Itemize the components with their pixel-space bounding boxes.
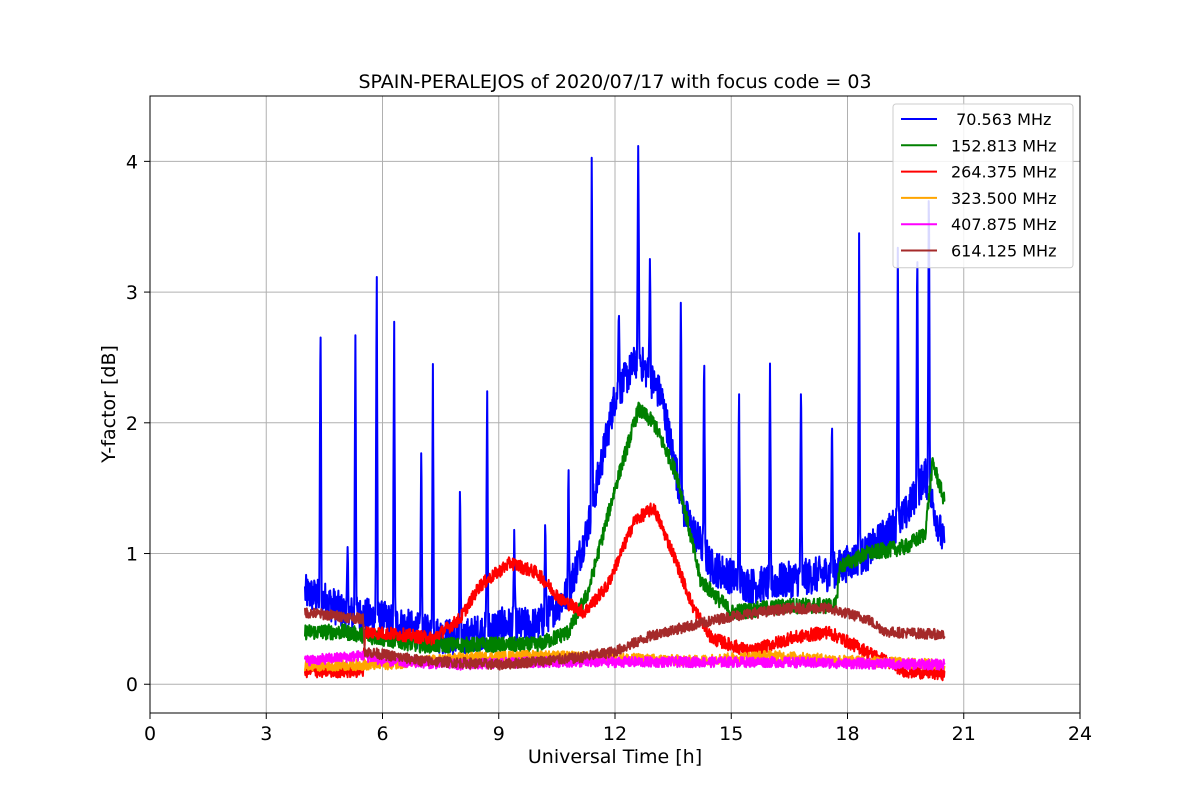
x-axis-label: Universal Time [h] <box>528 746 702 768</box>
series-line-4 <box>304 650 946 671</box>
y-tick-label: 0 <box>126 674 138 696</box>
legend-label: 323.500 MHz <box>951 189 1056 208</box>
y-tick-label: 4 <box>126 151 138 173</box>
legend: 70.563 MHz 152.813 MHz 264.375 MHz 323.500 … <box>892 103 1074 269</box>
x-tick-label: 3 <box>260 723 272 745</box>
x-tick-label: 18 <box>835 723 859 745</box>
legend-label: 407.875 MHz <box>951 215 1056 234</box>
legend-label: 614.125 MHz <box>951 242 1056 261</box>
x-tick-label: 12 <box>603 723 627 745</box>
legend-label: 264.375 MHz <box>951 163 1056 182</box>
chart-title: SPAIN-PERALEJOS of 2020/07/17 with focus… <box>358 71 871 93</box>
series-line-2 <box>304 502 946 682</box>
y-tick-label: 1 <box>126 544 138 566</box>
x-tick-label: 21 <box>952 723 976 745</box>
legend-box <box>892 103 1074 269</box>
legend-label: 152.813 MHz <box>951 136 1056 155</box>
y-axis-label: Y-factor [dB] <box>98 345 120 464</box>
y-tick-label: 3 <box>126 282 138 304</box>
x-tick-label: 6 <box>376 723 388 745</box>
x-tick-label: 15 <box>719 723 743 745</box>
y-tick-label: 2 <box>126 413 138 435</box>
x-tick-label: 24 <box>1068 723 1092 745</box>
x-tick-label: 9 <box>493 723 505 745</box>
series-line-5 <box>304 602 946 671</box>
x-tick-label: 0 <box>144 723 156 745</box>
series-line-0 <box>304 145 946 656</box>
series-group <box>304 145 946 682</box>
legend-label: 70.563 MHz <box>951 110 1051 129</box>
